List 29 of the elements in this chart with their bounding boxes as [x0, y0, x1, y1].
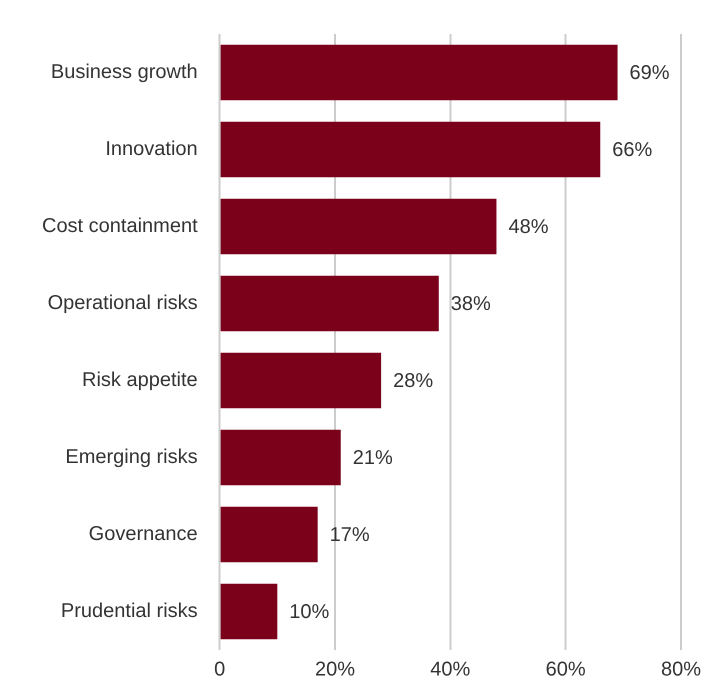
y-tick-label: Prudential risks	[60, 600, 198, 622]
bar	[220, 506, 318, 562]
data-label: 48%	[508, 216, 549, 238]
y-tick-label: Cost containment	[42, 215, 198, 238]
data-label: 21%	[352, 447, 393, 470]
bar	[220, 198, 496, 254]
y-tick-label: Governance	[88, 523, 198, 546]
bar	[220, 352, 382, 408]
x-tick-label: 60%	[546, 658, 586, 681]
y-tick-label: Innovation	[105, 138, 198, 160]
bar	[220, 44, 618, 100]
x-tick-label: 80%	[660, 658, 702, 681]
data-label: 69%	[630, 62, 670, 84]
bar	[220, 122, 600, 178]
bar	[220, 584, 278, 640]
y-tick-label: Emerging risks	[65, 446, 198, 468]
x-tick-label: 0	[214, 658, 226, 681]
bar	[220, 276, 439, 332]
data-label: 28%	[393, 370, 434, 392]
data-label: 38%	[450, 293, 492, 316]
y-tick-label: Risk appetite	[82, 369, 198, 392]
data-label: 17%	[330, 524, 370, 546]
x-tick-label: 40%	[430, 658, 471, 681]
bar	[220, 430, 341, 486]
y-tick-label: Business growth	[50, 61, 198, 84]
x-tick-label: 20%	[314, 658, 356, 681]
data-label: 10%	[289, 601, 330, 624]
data-label: 66%	[612, 139, 653, 162]
y-tick-label: Operational risks	[48, 292, 198, 314]
